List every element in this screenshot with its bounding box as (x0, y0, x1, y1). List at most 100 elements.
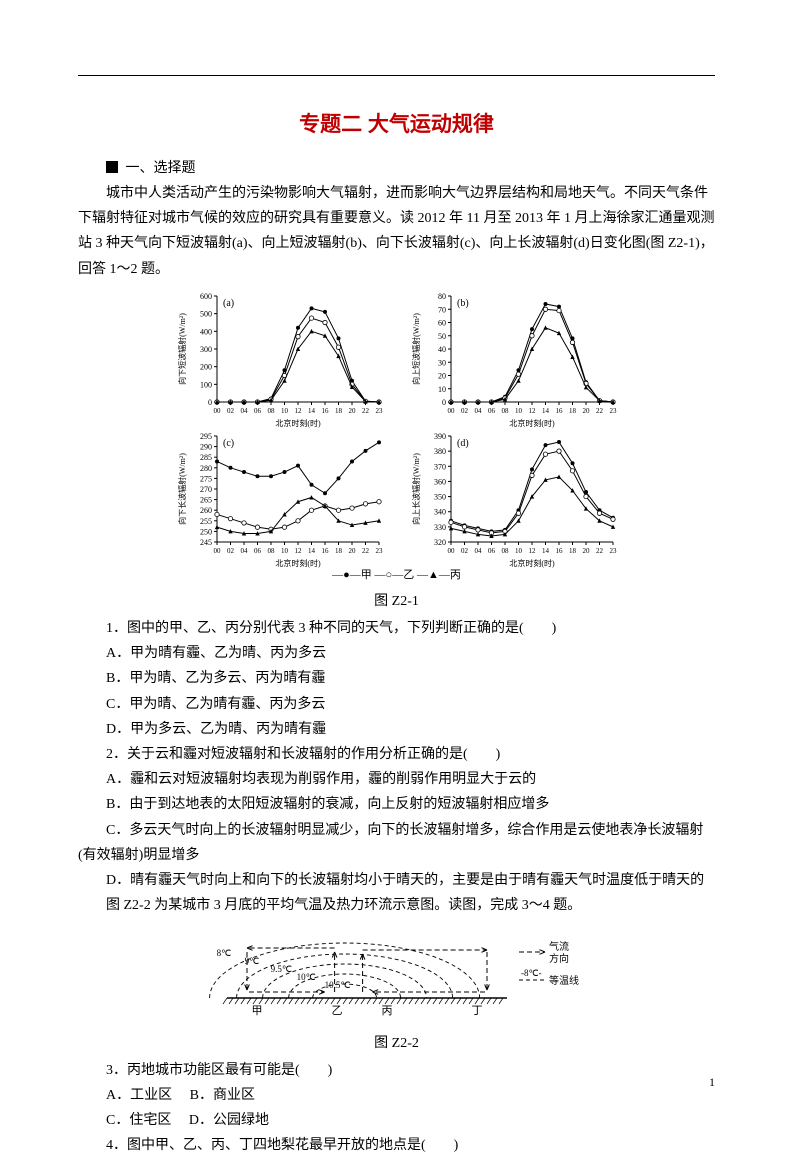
svg-text:390: 390 (434, 432, 446, 441)
svg-text:14: 14 (542, 547, 550, 555)
svg-text:10: 10 (438, 384, 446, 393)
svg-text:04: 04 (240, 547, 248, 555)
svg-text:04: 04 (240, 407, 248, 415)
svg-text:20: 20 (348, 547, 356, 555)
svg-text:80: 80 (438, 292, 446, 301)
svg-text:330: 330 (434, 523, 446, 532)
svg-text:600: 600 (200, 292, 212, 301)
svg-text:250: 250 (200, 527, 212, 536)
q3-option-c: C．住宅区 (106, 1113, 171, 1128)
svg-text:16: 16 (555, 547, 563, 555)
svg-text:295: 295 (200, 432, 212, 441)
q2-stem: 2．关于云和霾对短波辐射和长波辐射的作用分析正确的是( ) (78, 742, 715, 767)
chart-b: 0102030405060708000020406081012141618202… (409, 288, 619, 428)
svg-text:14: 14 (308, 547, 316, 555)
svg-text:22: 22 (596, 407, 604, 415)
svg-text:00: 00 (447, 407, 455, 415)
svg-text:18: 18 (569, 407, 577, 415)
q1-option-a: A．甲为晴有霾、乙为晴、丙为多云 (78, 641, 715, 666)
svg-text:甲: 甲 (251, 1005, 262, 1017)
top-rule (78, 75, 715, 76)
square-bullet-icon (106, 161, 118, 173)
q3-options-cd: C．住宅区 D．公园绿地 (78, 1108, 715, 1133)
svg-text:9.5℃: 9.5℃ (270, 964, 291, 974)
svg-text:265: 265 (200, 495, 212, 504)
svg-text:255: 255 (200, 517, 212, 526)
svg-text:02: 02 (227, 547, 235, 555)
svg-text:200: 200 (200, 362, 212, 371)
svg-text:06: 06 (254, 407, 262, 415)
svg-text:23: 23 (609, 407, 617, 415)
svg-text:北京时刻(时): 北京时刻(时) (509, 418, 555, 428)
svg-text:16: 16 (321, 407, 329, 415)
svg-text:60: 60 (438, 318, 446, 327)
page-number: 1 (709, 1072, 715, 1094)
svg-text:12: 12 (294, 407, 302, 415)
svg-text:290: 290 (200, 442, 212, 451)
section-heading: 一、选择题 (106, 156, 715, 181)
svg-text:北京时刻(时): 北京时刻(时) (275, 418, 321, 428)
svg-text:360: 360 (434, 477, 446, 486)
svg-text:00: 00 (213, 407, 221, 415)
svg-text:280: 280 (200, 464, 212, 473)
svg-text:向上长波辐射(W/m²): 向上长波辐射(W/m²) (411, 453, 421, 525)
svg-text:260: 260 (200, 506, 212, 515)
svg-text:12: 12 (294, 547, 302, 555)
q3-options-ab: A．工业区 B．商业区 (78, 1083, 715, 1108)
svg-text:40: 40 (438, 345, 446, 354)
svg-text:23: 23 (375, 407, 383, 415)
figure-2: 8℃9℃9.5℃10℃10.5℃甲乙丙丁气流方向等温线-8℃- (78, 924, 715, 1028)
svg-text:14: 14 (542, 407, 550, 415)
svg-text:(b): (b) (457, 298, 469, 309)
heat-circulation-diagram: 8℃9℃9.5℃10℃10.5℃甲乙丙丁气流方向等温线-8℃- (187, 924, 607, 1019)
svg-text:08: 08 (267, 407, 275, 415)
svg-text:04: 04 (474, 407, 482, 415)
svg-text:02: 02 (461, 547, 469, 555)
figure-1: 0100200300400500600000204060810121416182… (78, 288, 715, 587)
figure-2-caption: 图 Z2-2 (78, 1031, 715, 1056)
q2-option-b: B．由于到达地表的太阳短波辐射的衰减，向上反射的短波辐射相应增多 (78, 792, 715, 817)
svg-text:丁: 丁 (471, 1005, 482, 1017)
svg-text:14: 14 (308, 407, 316, 415)
svg-text:(c): (c) (223, 438, 234, 449)
svg-text:18: 18 (569, 547, 577, 555)
svg-text:丙: 丙 (381, 1005, 392, 1017)
svg-text:10: 10 (281, 407, 289, 415)
svg-text:0: 0 (442, 398, 446, 407)
svg-text:10: 10 (515, 547, 523, 555)
svg-text:12: 12 (528, 407, 536, 415)
svg-text:04: 04 (474, 547, 482, 555)
svg-text:方向: 方向 (549, 952, 569, 965)
q1-option-c: C．甲为晴、乙为晴有霾、丙为多云 (78, 692, 715, 717)
chart-a: 0100200300400500600000204060810121416182… (175, 288, 385, 428)
svg-text:10: 10 (281, 547, 289, 555)
svg-text:22: 22 (362, 407, 370, 415)
chart-c: 2452502552602652702752802852902950002040… (175, 428, 385, 568)
svg-text:向下短波辐射(W/m²): 向下短波辐射(W/m²) (177, 313, 187, 385)
svg-text:22: 22 (362, 547, 370, 555)
q2-option-d: D．晴有霾天气时向上和向下的长波辐射均小于晴天的，主要是由于晴有霾天气时温度低于… (78, 868, 715, 893)
svg-text:乙: 乙 (331, 1004, 342, 1017)
q3-option-a: A．工业区 (106, 1088, 172, 1103)
svg-text:300: 300 (200, 345, 212, 354)
svg-text:00: 00 (213, 547, 221, 555)
svg-text:02: 02 (227, 407, 235, 415)
section-label: 一、选择题 (126, 161, 196, 176)
svg-text:8℃: 8℃ (216, 948, 231, 958)
svg-text:285: 285 (200, 453, 212, 462)
svg-text:(d): (d) (457, 438, 469, 449)
svg-text:275: 275 (200, 474, 212, 483)
intro-q3: 图 Z2-2 为某城市 3 月底的平均气温及热力环流示意图。读图，完成 3～4 … (78, 893, 715, 918)
svg-text:22: 22 (596, 547, 604, 555)
svg-text:02: 02 (461, 407, 469, 415)
svg-text:08: 08 (501, 407, 509, 415)
svg-text:0: 0 (208, 398, 212, 407)
figure-1-caption: 图 Z2-1 (78, 589, 715, 614)
svg-text:12: 12 (528, 547, 536, 555)
intro-paragraph: 城市中人类活动产生的污染物影响大气辐射，进而影响大气边界层结构和局地天气。不同天… (78, 181, 715, 282)
svg-text:16: 16 (555, 407, 563, 415)
q4-stem: 4．图中甲、乙、丙、丁四地梨花最早开放的地点是( ) (78, 1133, 715, 1158)
chart-legend: —●—甲 —○—乙 —▲—丙 (175, 566, 619, 586)
svg-text:500: 500 (200, 309, 212, 318)
svg-text:06: 06 (254, 547, 262, 555)
